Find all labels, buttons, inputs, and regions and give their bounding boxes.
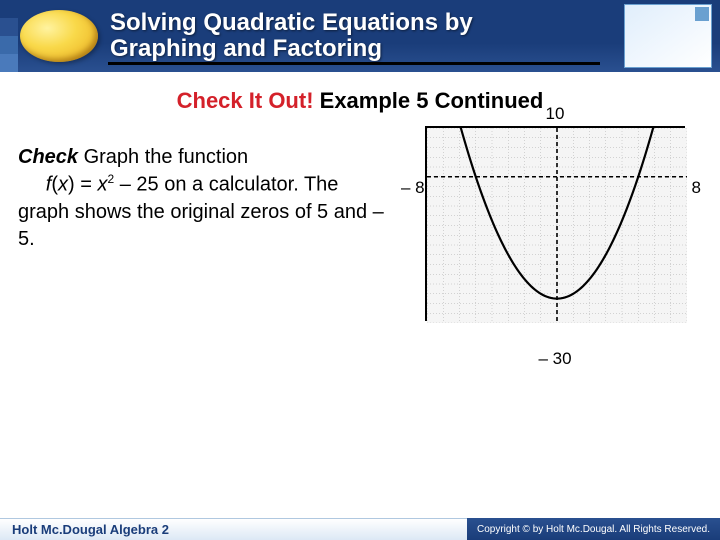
- footer: Holt Mc.Dougal Algebra 2 Copyright © by …: [0, 518, 720, 540]
- graph-container: 10 – 8 8 – 30: [400, 126, 710, 345]
- fn-parenx: (x): [51, 174, 74, 196]
- graph-label-top: 10: [546, 104, 565, 124]
- graph-label-bottom: – 30: [400, 349, 710, 369]
- header-bar: Solving Quadratic Equations by Graphing …: [0, 0, 720, 72]
- header-left-stripes: [0, 0, 18, 72]
- graph-label-right: 8: [692, 178, 701, 198]
- header-right-decor: [624, 4, 712, 68]
- page-title: Solving Quadratic Equations by Graphing …: [110, 10, 473, 63]
- main-content: Check Graph the function f(x) = x2 – 25 …: [0, 144, 720, 345]
- footer-right: Copyright © by Holt Mc.Dougal. All Right…: [467, 518, 720, 540]
- graph-label-left: – 8: [401, 178, 425, 198]
- graph-border: – 8 8: [425, 126, 685, 321]
- subheader-red: Check It Out!: [177, 88, 314, 113]
- check-label: Check: [18, 146, 78, 168]
- check-text: Check Graph the function f(x) = x2 – 25 …: [10, 144, 400, 253]
- header-oval-icon: [20, 10, 98, 62]
- subheader: Check It Out! Example 5 Continued: [0, 88, 720, 114]
- footer-left: Holt Mc.Dougal Algebra 2: [0, 518, 467, 540]
- title-underline: [108, 62, 600, 65]
- subheader-black: Example 5 Continued: [314, 88, 544, 113]
- text-part-1: Graph the function: [78, 146, 248, 168]
- fn-eq: =: [75, 174, 98, 196]
- title-line-2: Graphing and Factoring: [110, 35, 382, 62]
- parabola-graph: [427, 128, 687, 323]
- fn-x: x: [98, 174, 108, 196]
- title-line-1: Solving Quadratic Equations by: [110, 9, 473, 36]
